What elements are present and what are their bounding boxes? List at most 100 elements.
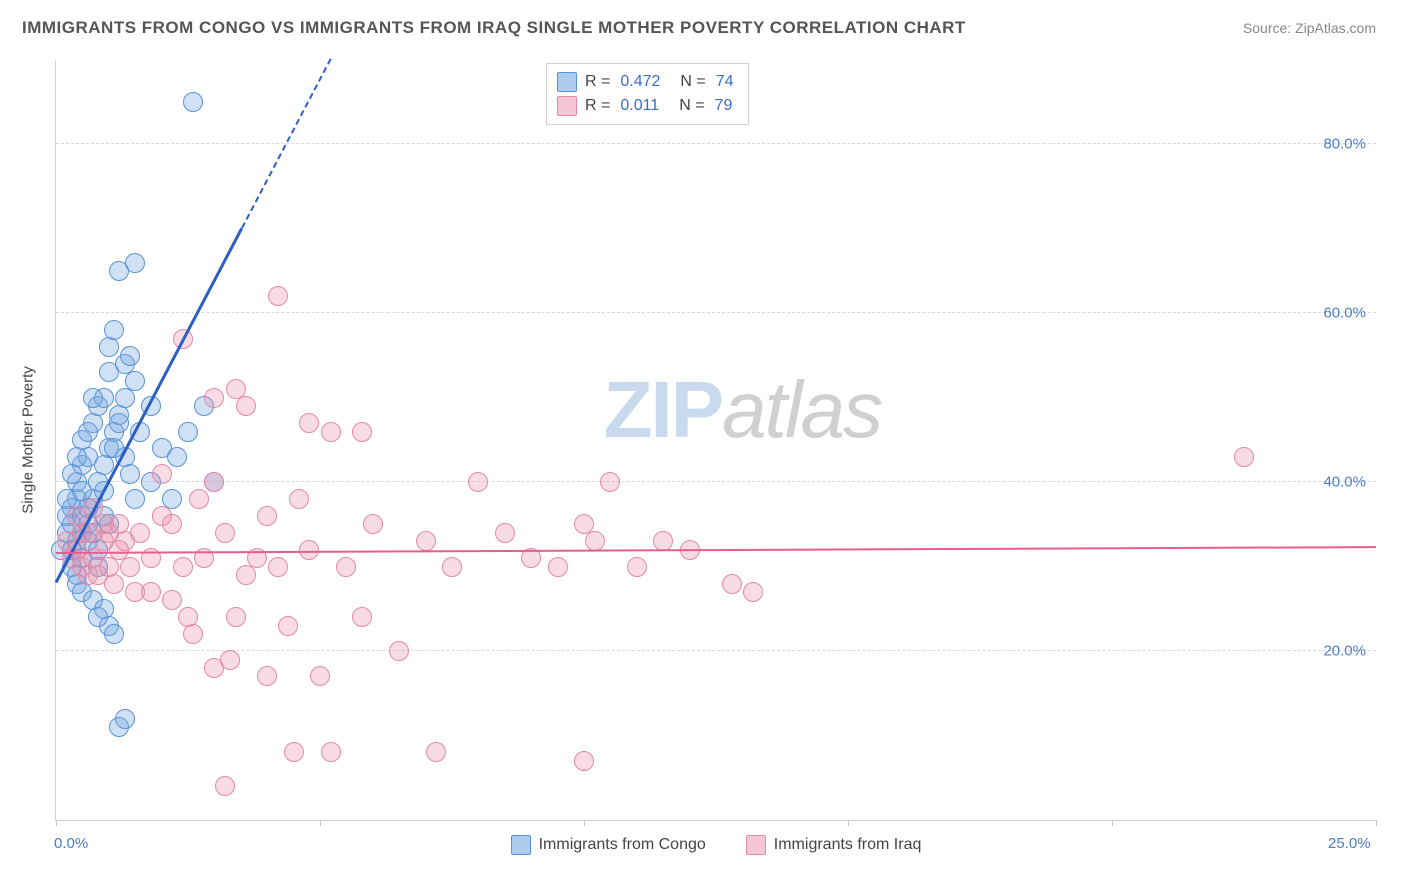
scatter-point-congo bbox=[125, 371, 145, 391]
legend-item-congo: Immigrants from Congo bbox=[511, 835, 706, 855]
x-tick bbox=[56, 820, 57, 826]
source-link[interactable]: ZipAtlas.com bbox=[1295, 20, 1376, 36]
bottom-legend: Immigrants from Congo Immigrants from Ira… bbox=[56, 835, 1376, 860]
scatter-point-iraq bbox=[299, 540, 319, 560]
y-tick-label: 20.0% bbox=[1323, 643, 1366, 660]
scatter-point-congo bbox=[178, 422, 198, 442]
scatter-point-iraq bbox=[321, 742, 341, 762]
scatter-point-iraq bbox=[268, 557, 288, 577]
scatter-point-congo bbox=[109, 413, 129, 433]
scatter-point-iraq bbox=[162, 590, 182, 610]
watermark-atlas: atlas bbox=[722, 365, 881, 454]
scatter-point-iraq bbox=[173, 557, 193, 577]
legend-label-iraq: Immigrants from Iraq bbox=[774, 836, 922, 854]
scatter-point-congo bbox=[78, 422, 98, 442]
scatter-point-congo bbox=[120, 346, 140, 366]
stats-legend: R =0.472N =74R =0.011N =79 bbox=[546, 63, 749, 125]
stat-n-label: N = bbox=[680, 70, 705, 94]
scatter-point-congo bbox=[94, 455, 114, 475]
x-tick bbox=[320, 820, 321, 826]
scatter-point-iraq bbox=[495, 523, 515, 543]
scatter-point-iraq bbox=[78, 565, 98, 585]
scatter-point-iraq bbox=[215, 776, 235, 796]
legend-label-congo: Immigrants from Congo bbox=[539, 836, 706, 854]
scatter-point-iraq bbox=[426, 742, 446, 762]
scatter-point-iraq bbox=[257, 506, 277, 526]
scatter-point-congo bbox=[83, 388, 103, 408]
stats-row-iraq: R =0.011N =79 bbox=[557, 94, 734, 118]
scatter-point-congo bbox=[167, 447, 187, 467]
scatter-point-iraq bbox=[236, 396, 256, 416]
stat-r-value-iraq: 0.011 bbox=[620, 94, 659, 118]
scatter-point-iraq bbox=[627, 557, 647, 577]
scatter-point-iraq bbox=[183, 624, 203, 644]
scatter-point-iraq bbox=[352, 422, 372, 442]
x-tick bbox=[848, 820, 849, 826]
scatter-point-iraq bbox=[468, 472, 488, 492]
scatter-point-iraq bbox=[120, 557, 140, 577]
x-tick bbox=[1376, 820, 1377, 826]
scatter-point-iraq bbox=[204, 658, 224, 678]
source-label: Source: bbox=[1243, 20, 1291, 36]
stat-n-value-iraq: 79 bbox=[715, 94, 733, 118]
scatter-point-iraq bbox=[442, 557, 462, 577]
scatter-point-iraq bbox=[321, 422, 341, 442]
scatter-point-iraq bbox=[289, 489, 309, 509]
y-axis-label: Single Mother Poverty bbox=[20, 366, 37, 514]
legend-swatch-congo bbox=[511, 835, 531, 855]
scatter-point-iraq bbox=[743, 582, 763, 602]
scatter-point-congo bbox=[88, 607, 108, 627]
scatter-point-iraq bbox=[204, 388, 224, 408]
gridline bbox=[56, 143, 1376, 144]
scatter-point-iraq bbox=[189, 489, 209, 509]
scatter-point-iraq bbox=[226, 607, 246, 627]
scatter-point-congo bbox=[115, 388, 135, 408]
gridline bbox=[56, 312, 1376, 313]
scatter-point-iraq bbox=[585, 531, 605, 551]
scatter-point-iraq bbox=[215, 523, 235, 543]
y-tick-label: 60.0% bbox=[1323, 305, 1366, 322]
chart-title: IMMIGRANTS FROM CONGO VS IMMIGRANTS FROM… bbox=[22, 18, 966, 38]
chart-container: IMMIGRANTS FROM CONGO VS IMMIGRANTS FROM… bbox=[0, 0, 1406, 892]
scatter-point-iraq bbox=[104, 574, 124, 594]
scatter-point-iraq bbox=[268, 286, 288, 306]
scatter-point-iraq bbox=[204, 472, 224, 492]
y-tick-label: 80.0% bbox=[1323, 136, 1366, 153]
watermark-zip: ZIP bbox=[604, 365, 722, 454]
scatter-point-iraq bbox=[389, 641, 409, 661]
scatter-point-iraq bbox=[1234, 447, 1254, 467]
scatter-point-iraq bbox=[310, 666, 330, 686]
scatter-point-congo bbox=[125, 489, 145, 509]
x-tick bbox=[584, 820, 585, 826]
scatter-point-congo bbox=[183, 92, 203, 112]
x-tick bbox=[1112, 820, 1113, 826]
legend-swatch-iraq bbox=[746, 835, 766, 855]
scatter-point-iraq bbox=[236, 565, 256, 585]
gridline bbox=[56, 481, 1376, 482]
y-tick-label: 40.0% bbox=[1323, 474, 1366, 491]
scatter-point-iraq bbox=[548, 557, 568, 577]
stat-r-value-congo: 0.472 bbox=[620, 70, 660, 94]
plot-area: ZIPatlas 20.0%40.0%60.0%80.0%0.0%25.0%R … bbox=[55, 60, 1376, 821]
scatter-point-congo bbox=[104, 320, 124, 340]
source-attribution: Source: ZipAtlas.com bbox=[1243, 20, 1376, 36]
scatter-point-iraq bbox=[336, 557, 356, 577]
scatter-point-congo bbox=[125, 253, 145, 273]
gridline bbox=[56, 650, 1376, 651]
scatter-point-iraq bbox=[278, 616, 298, 636]
scatter-point-congo bbox=[115, 709, 135, 729]
scatter-point-iraq bbox=[299, 413, 319, 433]
scatter-point-congo bbox=[67, 447, 87, 467]
scatter-point-iraq bbox=[416, 531, 436, 551]
scatter-point-iraq bbox=[600, 472, 620, 492]
scatter-point-iraq bbox=[722, 574, 742, 594]
scatter-point-iraq bbox=[109, 540, 129, 560]
scatter-point-iraq bbox=[363, 514, 383, 534]
scatter-point-iraq bbox=[152, 464, 172, 484]
stat-n-label: N = bbox=[679, 94, 704, 118]
scatter-point-iraq bbox=[284, 742, 304, 762]
scatter-point-iraq bbox=[352, 607, 372, 627]
swatch-congo bbox=[557, 72, 577, 92]
scatter-point-iraq bbox=[141, 582, 161, 602]
scatter-point-congo bbox=[99, 337, 119, 357]
